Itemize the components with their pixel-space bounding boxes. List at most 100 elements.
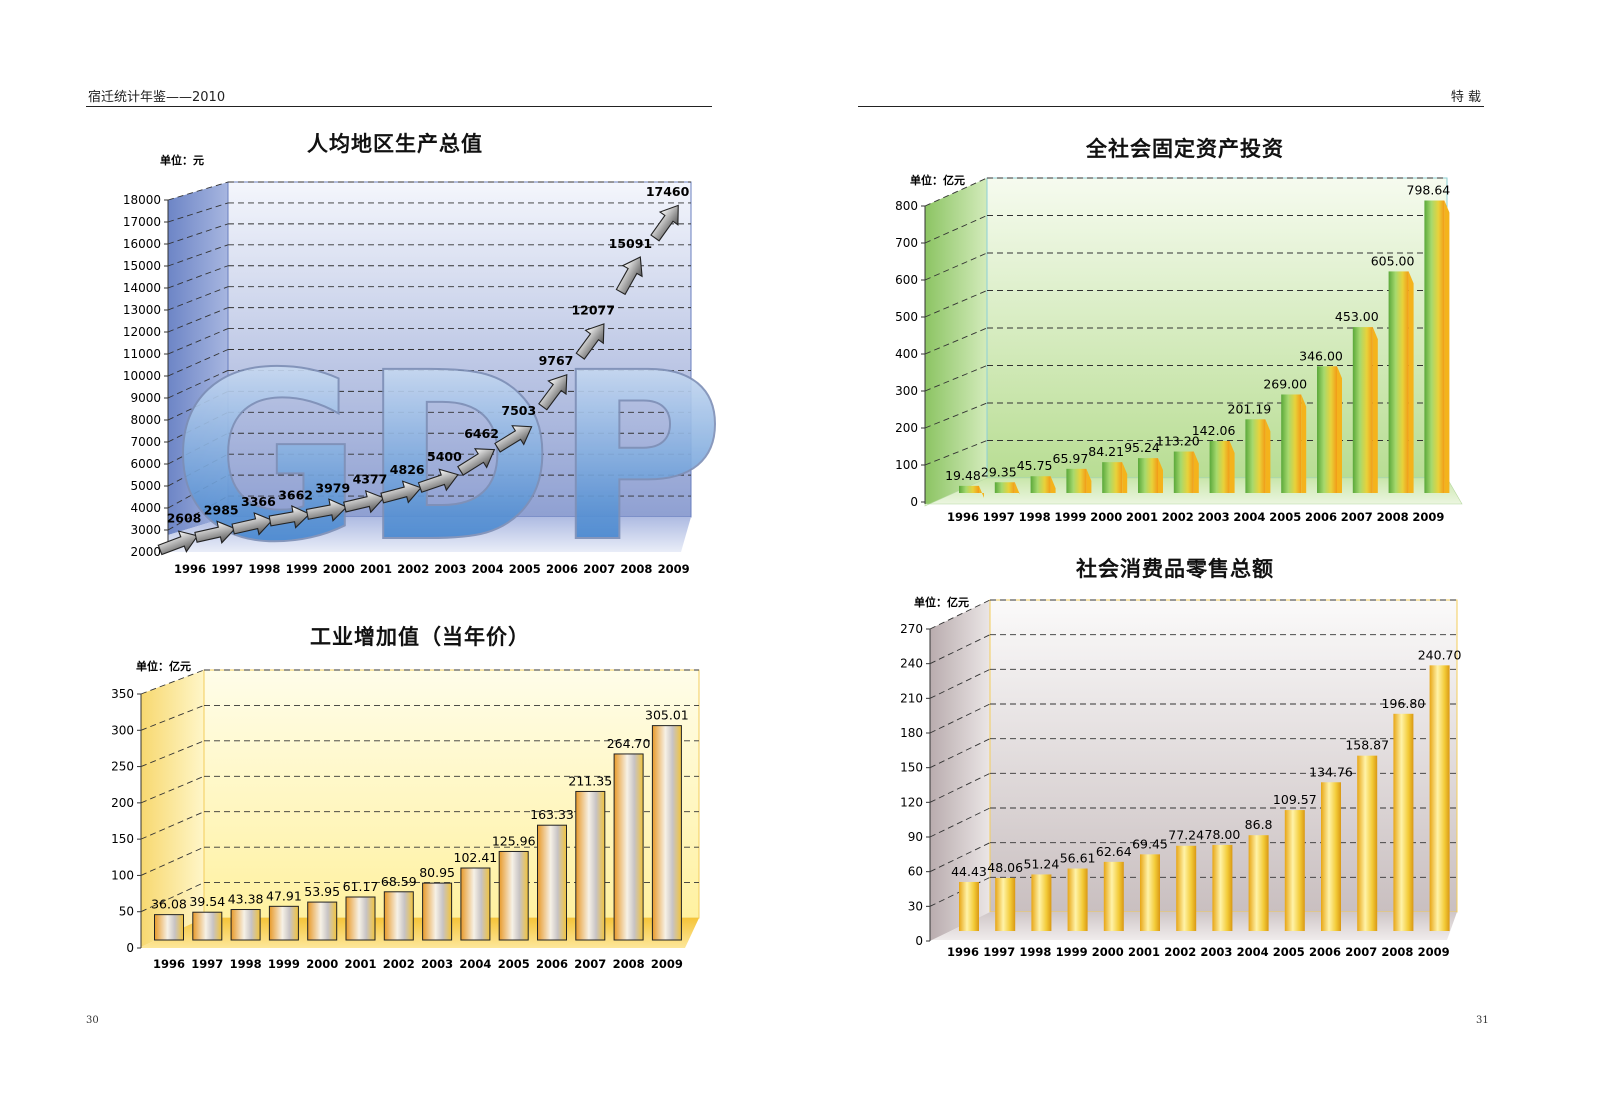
gdp-grid-diag [167, 474, 229, 509]
right-page-number: 31 [1476, 1015, 1489, 1026]
gdp-chart: GDP 2000 3000 4000 5000 6000 7000 8000 9000 1000… [123, 153, 726, 594]
investment-bar [1388, 271, 1409, 493]
gdp-data-label: 3662 [278, 487, 313, 502]
retail-grid-diag [929, 738, 991, 769]
investment-y-tick-label: 0 [910, 495, 918, 509]
retail-x-tick-label: 2004 [1237, 945, 1269, 959]
industry-grid-diag [140, 669, 205, 695]
retail-data-label: 51.24 [1024, 856, 1060, 871]
gdp-y-tick-label: 16000 [123, 237, 161, 251]
industry-data-label: 47.91 [266, 888, 302, 903]
gdp-grid-diag [167, 265, 229, 289]
industry-data-label: 102.41 [454, 850, 498, 865]
industry-grid-diag [140, 775, 205, 804]
retail-bars [959, 665, 1450, 931]
retail-bar [959, 881, 979, 931]
gdp-arrow-mark [380, 480, 422, 504]
investment-bar [1317, 366, 1337, 493]
gdp-data-label: 9767 [539, 353, 574, 368]
industry-data-label: 163.33 [530, 807, 574, 822]
gdp-y-tick-label: 18000 [123, 193, 161, 207]
retail-y-tick-label: 0 [915, 934, 923, 948]
investment-bar-side [1014, 482, 1020, 495]
retail-bar [1393, 713, 1414, 931]
industry-data-label: 305.01 [645, 708, 689, 723]
gdp-x-tick-label: 2009 [658, 562, 690, 576]
retail-x-tick-label: 2008 [1381, 945, 1413, 959]
retail-bar [1429, 665, 1450, 931]
industry-bar [230, 909, 261, 941]
retail-bar [1357, 755, 1378, 931]
investment-grid-diag [924, 290, 988, 318]
investment-x-tick-label: 2006 [1305, 510, 1337, 524]
investment-x-tick-label: 1997 [983, 510, 1015, 524]
retail-y-tick-label: 30 [908, 899, 923, 913]
industry-x-tick-label: 1997 [191, 957, 223, 971]
investment-bar-side [1122, 462, 1128, 493]
investment-x-tick-label: 2001 [1126, 510, 1158, 524]
gdp-y-tick-label: 3000 [130, 523, 161, 537]
investment-data-label: 19.48 [945, 468, 981, 483]
industry-x-tick-label: 2002 [383, 957, 415, 971]
gdp-arrow-shape [650, 204, 679, 242]
industry-y-tick-label: 350 [111, 687, 134, 701]
gdp-y-tick-label: 12000 [123, 325, 161, 339]
investment-grid-diag [924, 440, 988, 466]
gdp-arrow-shape [417, 468, 459, 493]
retail-bar [1321, 782, 1341, 931]
gdp-arrow-mark [538, 373, 568, 411]
industry-x-tick-label: 2006 [536, 957, 568, 971]
investment-side-wall [925, 178, 987, 506]
gdp-grid-diag [167, 495, 229, 531]
investment-data-label: 346.00 [1299, 348, 1343, 363]
gdp-y-tick-label: 13000 [123, 303, 161, 317]
retail-bar [1140, 854, 1160, 931]
investment-grid-diag [924, 252, 988, 281]
gdp-x-tick-label: 2006 [546, 562, 578, 576]
gdp-y-tick-label: 7000 [130, 435, 161, 449]
retail-data-label: 44.43 [951, 864, 987, 879]
gdp-grid-diag [167, 223, 229, 245]
retail-data-label: 56.61 [1060, 851, 1096, 866]
industry-bar [383, 891, 414, 941]
industry-grid-diag [140, 705, 205, 731]
industry-y-tick-label: 200 [111, 796, 134, 810]
industry-unit-label: 单位：亿元 [136, 659, 191, 673]
investment-x-tick-label: 1999 [1054, 510, 1086, 524]
retail-data-label: 196.80 [1382, 696, 1426, 711]
gdp-arrow-mark [268, 505, 311, 529]
retail-data-label: 78.00 [1205, 827, 1241, 842]
gdp-y-tick-label: 8000 [130, 413, 161, 427]
industry-data-label: 36.08 [151, 897, 187, 912]
gdp-x-tick-label: 1997 [211, 562, 243, 576]
retail-data-label: 62.64 [1096, 844, 1132, 859]
retail-bar [1067, 868, 1088, 931]
industry-y-tick-label: 250 [111, 760, 134, 774]
industry-data-label: 211.35 [568, 773, 612, 788]
investment-y-tick-label: 800 [895, 199, 918, 213]
investment-x-tick-label: 1998 [1019, 510, 1051, 524]
retail-x-tick-labels: 1996 1997 1998 1999 2000 2001 2002 2003 2004 2005… [947, 945, 1450, 959]
investment-y-tick-label: 400 [895, 347, 918, 361]
retail-y-tick-label: 210 [900, 691, 923, 705]
industry-x-tick-label: 2000 [306, 957, 338, 971]
industry-y-tick-labels: 0 50 100 150 200 250 300 350 [111, 687, 141, 955]
gdp-grid-diag [167, 370, 229, 399]
gdp-x-tick-label: 2002 [397, 562, 429, 576]
industry-x-tick-label: 2008 [613, 957, 645, 971]
gdp-y-tick-label: 2000 [130, 545, 161, 559]
retail-x-tick-label: 1997 [983, 945, 1015, 959]
industry-y-tick-label: 300 [111, 723, 134, 737]
investment-y-tick-label: 100 [895, 458, 918, 472]
industry-x-tick-label: 2001 [344, 957, 376, 971]
investment-x-tick-label: 2009 [1412, 510, 1444, 524]
gdp-grid-diag [167, 432, 229, 465]
investment-unit-label: 单位：亿元 [910, 173, 965, 187]
retail-data-label: 77.24 [1168, 828, 1204, 843]
retail-data-label: 240.70 [1418, 647, 1462, 662]
retail-bar [1031, 874, 1052, 931]
investment-grid-diag [924, 177, 988, 207]
investment-x-tick-label: 2007 [1341, 510, 1373, 524]
right-header-rule [858, 106, 1484, 107]
